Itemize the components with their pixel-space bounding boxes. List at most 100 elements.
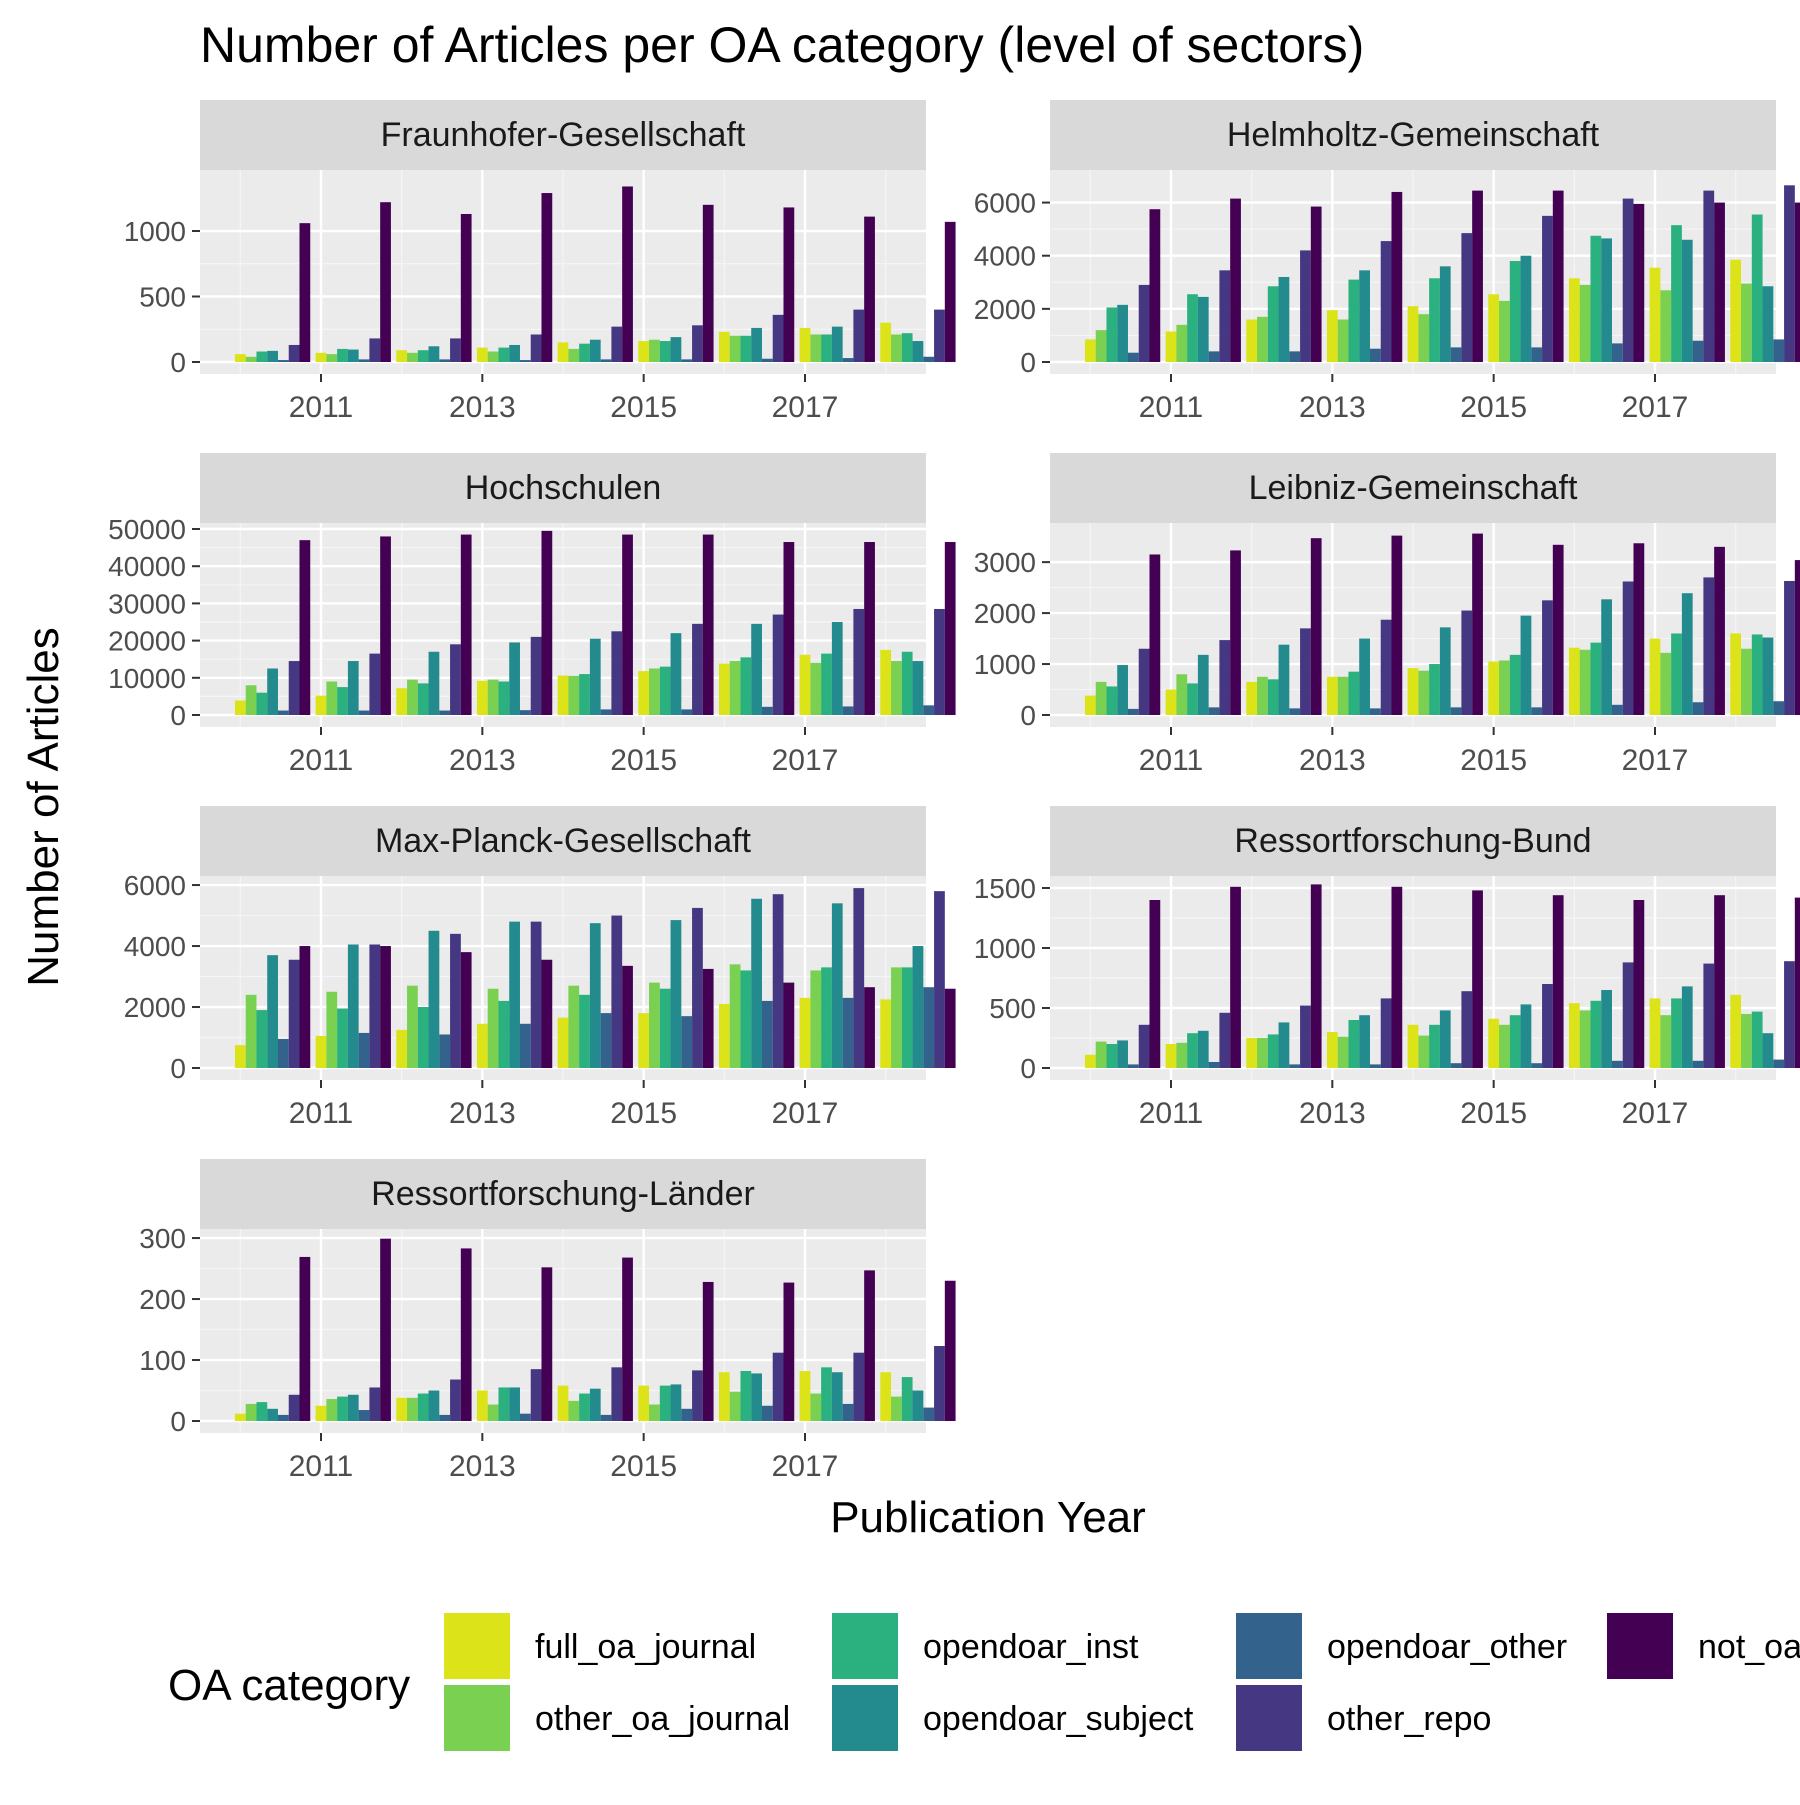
x-tick-label: 2011 [289, 1097, 354, 1130]
bar-full_oa_journal-2018 [1730, 633, 1742, 715]
bar-full_oa_journal-2013 [1326, 310, 1338, 362]
bar-opendoar_inst-2016 [1590, 235, 1602, 362]
bar-opendoar_other-2015 [681, 1016, 693, 1068]
bar-not_oa-2010 [1149, 554, 1161, 715]
bar-not_oa-2014 [1472, 190, 1483, 362]
bar-opendoar_other-2014 [1450, 707, 1462, 715]
bar-other_repo-2018 [934, 891, 945, 1068]
bar-opendoar_subject-2014 [589, 923, 601, 1068]
bar-full_oa_journal-2010 [1084, 1054, 1096, 1068]
bar-not_oa-2011 [380, 202, 391, 362]
y-tick-label: 1000 [974, 649, 1036, 680]
bar-other_oa_journal-2016 [729, 661, 741, 715]
bar-opendoar_inst-2011 [1187, 683, 1198, 715]
bar-opendoar_other-2014 [600, 709, 612, 715]
x-axis-title: Publication Year [830, 1493, 1146, 1542]
bar-full_oa_journal-2017 [799, 997, 811, 1068]
bar-opendoar_subject-2013 [1359, 638, 1370, 715]
bar-not_oa-2018 [944, 221, 956, 362]
bar-other_repo-2013 [530, 1369, 542, 1421]
bar-opendoar_other-2013 [519, 1023, 531, 1068]
bar-full_oa_journal-2011 [315, 352, 327, 362]
bar-other_repo-2018 [1784, 580, 1795, 715]
bar-opendoar_other-2016 [761, 1405, 773, 1421]
bar-opendoar_other-2013 [519, 360, 531, 362]
x-tick-label: 2017 [1622, 391, 1689, 424]
bar-opendoar_subject-2016 [1601, 599, 1612, 715]
bar-other_oa_journal-2016 [1579, 1010, 1591, 1068]
bar-opendoar_other-2017 [842, 706, 854, 715]
bar-other_oa_journal-2013 [487, 679, 499, 715]
bar-opendoar_other-2015 [681, 359, 693, 362]
bar-other_oa_journal-2010 [245, 685, 257, 715]
bar-opendoar_subject-2015 [1520, 255, 1532, 362]
panel-strip [1050, 806, 1776, 876]
bar-opendoar_inst-2013 [498, 1000, 510, 1068]
bar-other_oa_journal-2010 [1095, 1041, 1107, 1068]
bar-full_oa_journal-2012 [1246, 1038, 1258, 1068]
legend-item-opendoar_inst: opendoar_inst [830, 1611, 1139, 1681]
bar-opendoar_other-2017 [842, 997, 854, 1068]
bar-not_oa-2016 [783, 982, 795, 1068]
bar-other_oa_journal-2017 [1660, 652, 1672, 715]
bar-opendoar_inst-2018 [1751, 634, 1763, 715]
bar-opendoar_inst-2018 [901, 967, 913, 1068]
bar-full_oa_journal-2015 [638, 341, 650, 362]
bar-opendoar_subject-2016 [1601, 238, 1612, 362]
bar-opendoar_other-2016 [761, 1000, 773, 1068]
bar-opendoar_subject-2012 [1278, 1022, 1290, 1068]
bar-not_oa-2016 [1633, 203, 1645, 362]
bar-full_oa_journal-2018 [880, 649, 892, 715]
bar-other_oa_journal-2012 [1257, 316, 1268, 362]
bar-other_repo-2010 [1138, 648, 1150, 715]
bar-other_repo-2015 [692, 1370, 703, 1421]
bar-other_oa_journal-2017 [810, 662, 822, 715]
bar-not_oa-2011 [380, 1238, 391, 1421]
bar-not_oa-2012 [460, 534, 472, 715]
bar-other_oa_journal-2014 [568, 675, 580, 715]
bar-not_oa-2015 [702, 534, 714, 715]
bar-other_repo-2015 [1542, 984, 1553, 1068]
bar-opendoar_inst-2011 [1187, 294, 1198, 362]
bar-opendoar_subject-2012 [428, 930, 440, 1068]
bar-full_oa_journal-2017 [1649, 998, 1661, 1068]
bar-full_oa_journal-2016 [1568, 278, 1580, 362]
bar-opendoar_other-2018 [923, 705, 935, 715]
x-tick-label: 2011 [289, 744, 354, 777]
bar-opendoar_inst-2016 [1590, 1000, 1602, 1068]
bar-other_repo-2010 [288, 959, 300, 1068]
bar-other_repo-2017 [853, 608, 865, 715]
x-tick-label: 2017 [772, 744, 839, 777]
bar-other_repo-2018 [1784, 185, 1795, 362]
bar-not_oa-2014 [622, 186, 633, 362]
y-tick-label: 30000 [108, 588, 186, 619]
bar-opendoar_subject-2014 [589, 1388, 601, 1421]
bar-not_oa-2014 [622, 965, 633, 1068]
panel-title: Fraunhofer-Gesellschaft [381, 116, 746, 154]
bar-opendoar_inst-2011 [337, 687, 348, 715]
bar-not_oa-2013 [1391, 191, 1403, 362]
legend-key-other_repo [1234, 1683, 1304, 1753]
bar-opendoar_subject-2017 [1681, 593, 1693, 715]
x-tick-label: 2013 [449, 1097, 516, 1130]
panel-ressortforschung-bund: Ressortforschung-Bund 0 500 1000 1500 2011 201… [974, 806, 1800, 1130]
bar-opendoar_inst-2011 [337, 1396, 348, 1421]
bar-opendoar_inst-2015 [659, 666, 671, 715]
bar-opendoar_other-2013 [1369, 348, 1381, 362]
bar-opendoar_inst-2010 [1106, 1044, 1118, 1068]
bar-opendoar_inst-2011 [1187, 1033, 1198, 1068]
bar-not_oa-2017 [864, 542, 875, 715]
bar-not_oa-2016 [1633, 543, 1645, 715]
bar-full_oa_journal-2013 [476, 680, 488, 715]
bar-other_repo-2015 [692, 907, 703, 1068]
bar-opendoar_inst-2014 [579, 1393, 590, 1421]
bar-full_oa_journal-2010 [234, 700, 246, 715]
bar-other_repo-2017 [853, 309, 865, 362]
y-tick-label: 100 [139, 1345, 186, 1376]
bar-other_oa_journal-2012 [1257, 1038, 1268, 1068]
bar-full_oa_journal-2016 [1568, 647, 1580, 715]
bar-full_oa_journal-2013 [1326, 676, 1338, 715]
y-tick-label: 20000 [108, 626, 186, 657]
legend-item-opendoar_other: opendoar_other [1234, 1611, 1567, 1681]
bar-other_oa_journal-2014 [1418, 314, 1430, 362]
